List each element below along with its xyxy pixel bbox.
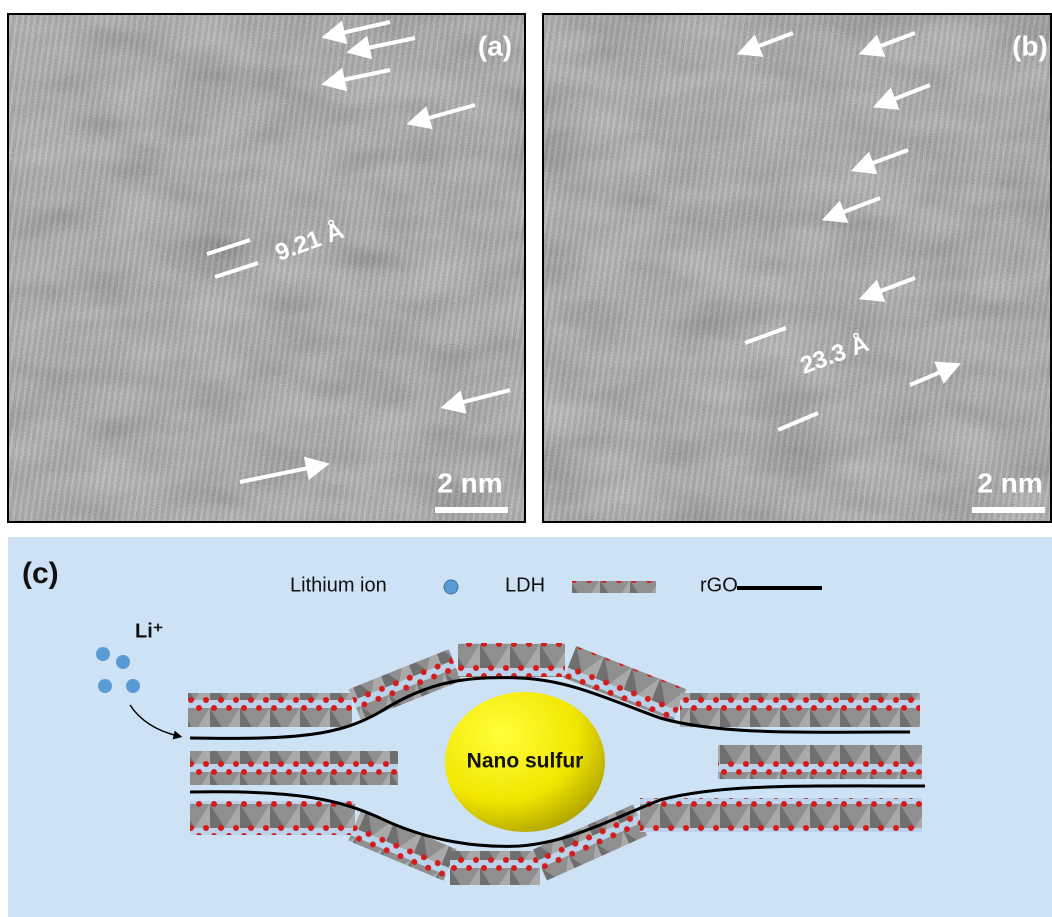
ldh-layer (348, 809, 457, 881)
panel-border (542, 13, 1052, 523)
marker-arrow (872, 83, 931, 110)
rgo-sheet (189, 676, 911, 740)
panel-b: (b) 23.3 Å 2 nm (542, 13, 1052, 523)
marker-arrow (858, 276, 916, 302)
tem-noise (543, 14, 1052, 522)
panel-a: (a) 9.21 Å 2 nm (7, 13, 526, 523)
ldh-layer (188, 693, 352, 727)
scale-bar (435, 507, 508, 513)
ldh-layers (188, 643, 922, 885)
legend-ldh (572, 581, 656, 593)
panel-label: (b) (1012, 30, 1048, 61)
legend-label: LDH (505, 574, 545, 596)
ion (96, 647, 110, 661)
sulfur-label: Nano sulfur (467, 750, 584, 773)
panel-label: (c) (22, 557, 59, 590)
ldh-layer (190, 751, 398, 785)
ldh-layer (450, 851, 540, 885)
marker-arrow (321, 67, 391, 92)
ldh-layer (563, 646, 687, 721)
marker-arrow (909, 361, 962, 387)
scale-bar (972, 507, 1045, 513)
ion-label: Li⁺ (135, 620, 163, 642)
legend-ion (443, 579, 459, 595)
marker-arrow (736, 31, 794, 57)
ldh-layer (718, 745, 922, 779)
legend-label: Lithium ion (290, 574, 387, 596)
sulfur-particle (445, 692, 605, 832)
scale-label: 2 nm (977, 467, 1042, 498)
marker-arrow (850, 148, 909, 175)
panel-border (7, 13, 526, 523)
ldh-layer (533, 804, 647, 881)
marker-arrow (346, 35, 416, 60)
scale-label: 2 nm (437, 467, 502, 498)
legend-label: rGO (700, 574, 738, 596)
marker-arrow (406, 103, 476, 130)
marker-arrow (440, 388, 511, 414)
ion (126, 679, 140, 693)
spacing-tick (777, 411, 819, 432)
ldh-layer (348, 649, 462, 721)
panel-label: (a) (478, 30, 512, 61)
tem-noise (8, 14, 525, 522)
ion (98, 679, 112, 693)
panel-c: (c) Lithium ion LDH rGO Li⁺ Nano sulfur (8, 537, 1052, 917)
ldh-layer (190, 801, 355, 835)
marker-arrow (321, 20, 391, 45)
spacing-tick (206, 238, 251, 256)
marker-arrow (821, 196, 881, 223)
ion-arrow (129, 704, 183, 740)
ldh-layer (680, 693, 920, 727)
spacing-tick (214, 261, 259, 279)
ldh-layer (458, 643, 565, 677)
ldh-layer (640, 798, 922, 832)
marker-arrow (239, 456, 330, 484)
marker-arrow (858, 31, 916, 57)
rgo-sheet (189, 784, 926, 848)
ion (116, 655, 130, 669)
spacing-tick (744, 326, 787, 345)
